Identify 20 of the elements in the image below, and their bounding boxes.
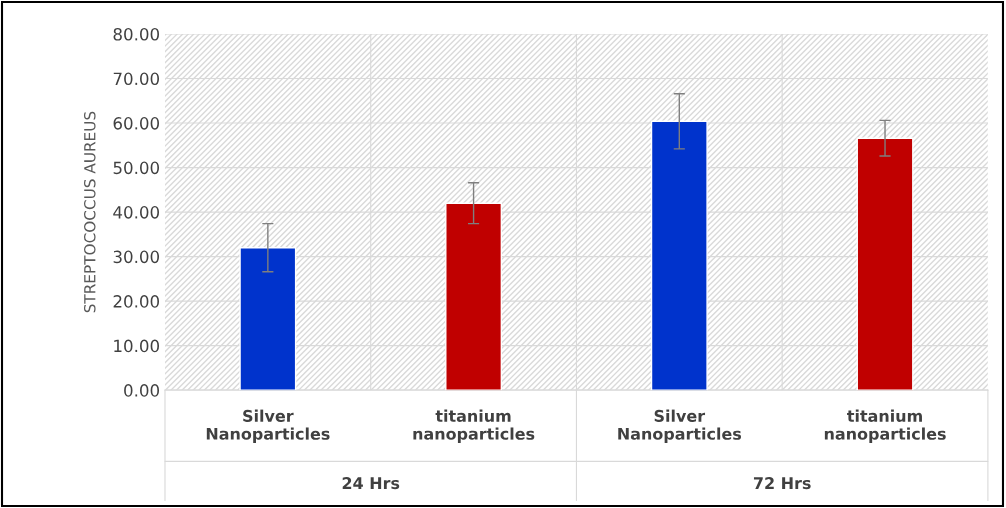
x-tick-label: titanium nanoparticles: [413, 409, 535, 443]
y-tick-label: 60.00: [113, 117, 160, 130]
y-tick-label: 30.00: [113, 250, 160, 264]
bar: [445, 202, 503, 391]
bar: [650, 120, 708, 391]
bar: [239, 247, 297, 391]
y-tick-label: 80.00: [113, 28, 160, 41]
y-tick-label: 70.00: [113, 72, 160, 86]
x-tick-label: titanium nanoparticles: [824, 409, 946, 443]
y-tick-label: 0.00: [124, 384, 160, 397]
y-tick-label: 10.00: [114, 339, 160, 353]
text: 24 Hrs: [342, 477, 400, 490]
x-tick-label: Silver Nanoparticles: [206, 409, 330, 443]
x-tick-label: Silver Nanoparticles: [618, 409, 742, 443]
y-tick-label: 20.00: [113, 295, 160, 308]
y-tick-label: 40.00: [113, 206, 160, 219]
y-axis-title: STREPTOCOCCUS AUREUS: [84, 111, 96, 313]
bar: [856, 137, 914, 391]
text: 72 Hrs: [753, 477, 811, 490]
y-tick-label: 50.00: [113, 161, 160, 175]
